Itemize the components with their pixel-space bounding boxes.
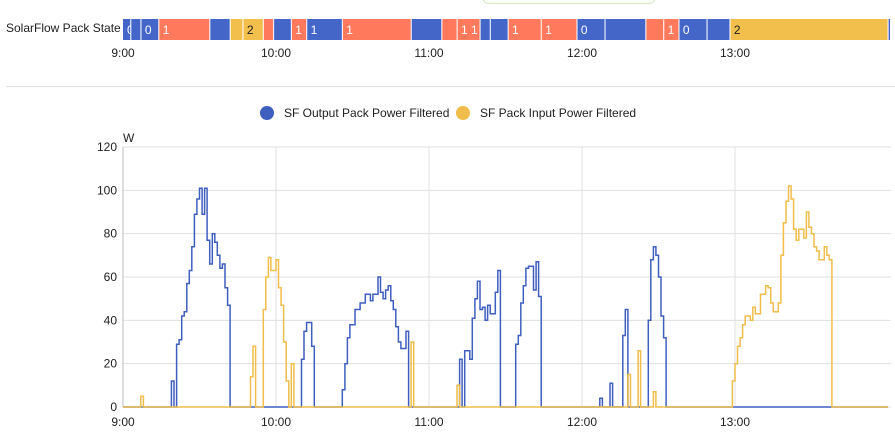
x-tick-label: 9:00 xyxy=(111,415,135,429)
timeline-separator xyxy=(887,19,889,40)
timeline-segment[interactable] xyxy=(645,19,664,40)
timeline-segment[interactable] xyxy=(706,19,730,40)
x-tick-label: 10:00 xyxy=(261,415,291,429)
timeline-segment[interactable] xyxy=(441,19,458,40)
series-line-output-power xyxy=(123,187,888,408)
timeline-segment[interactable] xyxy=(123,19,131,40)
timeline-segment[interactable] xyxy=(508,19,542,40)
timeline-segment-label: 1 xyxy=(311,23,318,37)
timeline-segment[interactable] xyxy=(457,19,480,40)
timeline-separator xyxy=(645,19,647,40)
timeline-segment[interactable] xyxy=(263,19,274,40)
timeline-separator xyxy=(410,19,412,40)
timeline-separator xyxy=(456,19,458,40)
timeline-segment[interactable] xyxy=(291,19,307,40)
timeline-segment[interactable] xyxy=(663,19,679,40)
y-tick-label: 0 xyxy=(110,400,117,414)
timeline-separator xyxy=(540,19,542,40)
timeline-separator xyxy=(576,19,578,40)
timeline-segment[interactable] xyxy=(242,19,264,40)
timeline-segment-label: 1 1 xyxy=(461,23,478,37)
y-tick-label: 120 xyxy=(97,140,117,154)
timeline-separator xyxy=(209,19,211,40)
chart-legend: SF Output Pack Power Filtered SF Pack In… xyxy=(0,106,895,126)
timeline-segment-label: 0 xyxy=(892,23,895,37)
timeline-segment[interactable] xyxy=(729,19,888,40)
timeline-segment-label: 0 xyxy=(145,23,152,37)
timeline-segment-label: 1 xyxy=(545,23,552,37)
timeline-segment-label: 1 xyxy=(668,23,675,37)
timeline-separator xyxy=(158,19,160,40)
timeline-segment[interactable] xyxy=(490,19,509,40)
timeline-tick-label: 12:00 xyxy=(567,46,597,60)
legend-item-input[interactable]: SF Pack Input Power Filtered xyxy=(456,106,636,120)
timeline-separator xyxy=(272,19,275,40)
timeline-separator xyxy=(604,19,606,40)
legend-label-input: SF Pack Input Power Filtered xyxy=(480,106,637,120)
timeline-separator xyxy=(290,19,292,40)
timeline-segment[interactable] xyxy=(209,19,231,40)
y-tick-label: 20 xyxy=(104,357,118,371)
legend-item-output[interactable]: SF Output Pack Power Filtered xyxy=(260,106,449,120)
timeline-separator xyxy=(130,19,132,40)
timeline-tick-label: 9:00 xyxy=(111,46,135,60)
timeline-separator xyxy=(341,19,343,40)
timeline-segment[interactable] xyxy=(604,19,646,40)
timeline-segment[interactable] xyxy=(888,19,890,40)
y-tick-label: 100 xyxy=(97,183,117,197)
y-tick-label: 40 xyxy=(104,313,118,327)
y-tick-label: 80 xyxy=(104,227,118,241)
timeline-label: SolarFlow Pack State xyxy=(6,21,121,35)
timeline-segment-label: 1 xyxy=(295,23,302,37)
series-line-input-power xyxy=(123,185,888,408)
x-tick-label: 11:00 xyxy=(414,415,443,429)
timeline-segment[interactable] xyxy=(678,19,707,40)
divider xyxy=(6,86,895,87)
state-timeline: 00121111 111010209:0010:0011:0012:0013:0… xyxy=(111,19,895,60)
timeline-segment[interactable] xyxy=(130,19,141,40)
timeline-tick-label: 10:00 xyxy=(261,46,291,60)
timeline-segment[interactable] xyxy=(158,19,210,40)
timeline-separator xyxy=(140,19,142,40)
timeline-separator xyxy=(489,19,491,40)
timeline-separator xyxy=(441,19,443,40)
timeline-tick-label: 11:00 xyxy=(414,46,443,60)
timeline-segment-label: 1 xyxy=(346,23,353,37)
x-tick-label: 13:00 xyxy=(720,415,750,429)
timeline-segment[interactable] xyxy=(480,19,491,40)
timeline-segment[interactable] xyxy=(140,19,159,40)
timeline-separator xyxy=(229,19,231,40)
legend-marker-output xyxy=(260,106,274,120)
timeline-segment[interactable] xyxy=(342,19,412,40)
timeline-segment[interactable] xyxy=(411,19,442,40)
timeline-separator xyxy=(306,19,308,40)
x-tick-label: 12:00 xyxy=(567,415,597,429)
timeline-segment[interactable] xyxy=(273,19,292,40)
timeline-separator xyxy=(479,19,481,40)
timeline-separator xyxy=(507,19,509,40)
timeline-segment-label: 2 xyxy=(247,23,254,37)
timeline-segment[interactable] xyxy=(576,19,605,40)
timeline-separator xyxy=(262,19,264,40)
y-tick-label: 60 xyxy=(104,270,118,284)
timeline-separator xyxy=(242,19,244,40)
timeline-segment-label: 1 xyxy=(163,23,170,37)
legend-label-output: SF Output Pack Power Filtered xyxy=(284,106,450,120)
timeline-segment[interactable] xyxy=(541,19,577,40)
timeline-separator xyxy=(706,19,708,40)
timeline-tick-label: 13:00 xyxy=(720,46,750,60)
timeline-separator xyxy=(663,19,665,40)
timeline-separator xyxy=(678,19,680,40)
legend-marker-input xyxy=(456,106,470,120)
y-axis-title: W xyxy=(123,131,135,145)
timeline-segment-label: 2 xyxy=(734,23,741,37)
timeline-segment-label: 0 xyxy=(581,23,588,37)
timeline-segment-label: 0 xyxy=(683,23,690,37)
timeline-segment-label: 1 xyxy=(512,23,519,37)
timeline-separator xyxy=(729,19,731,40)
timeline-segment[interactable] xyxy=(306,19,343,40)
timeline-segment[interactable] xyxy=(230,19,243,40)
